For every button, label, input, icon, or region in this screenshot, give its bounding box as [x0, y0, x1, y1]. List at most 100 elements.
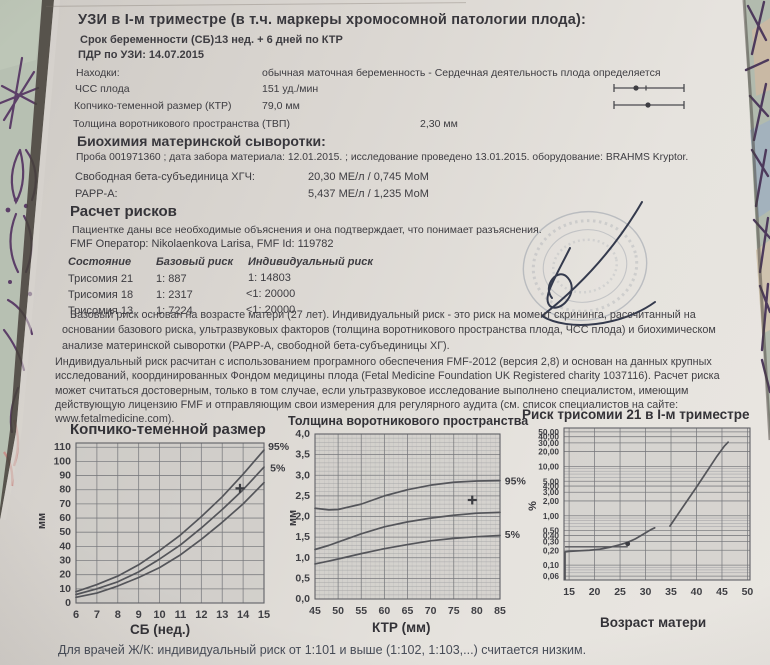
svg-text:5%: 5%	[505, 529, 521, 541]
svg-text:0,30: 0,30	[543, 537, 560, 547]
risks-title: Расчет рисков	[70, 203, 177, 220]
biochem-title: Биохимия материнской сыворотки:	[77, 133, 326, 149]
crl-range-indicator	[613, 101, 685, 109]
nt-chart-x-axis-label: КТР (мм)	[372, 620, 431, 635]
t21-chart-title: Риск трисомии 21 в I-м триместре	[522, 407, 750, 422]
table-row-t13-individual: <1: 20000	[246, 304, 296, 316]
svg-text:8: 8	[115, 609, 121, 621]
svg-text:7: 7	[94, 609, 100, 621]
svg-text:0: 0	[65, 597, 71, 609]
svg-text:14: 14	[237, 609, 250, 621]
svg-text:0,40: 0,40	[543, 530, 560, 540]
crl-chart-title: Копчико-теменной размер	[70, 421, 266, 438]
svg-text:80: 80	[59, 484, 71, 496]
svg-text:15: 15	[563, 586, 575, 598]
svg-text:2,00: 2,00	[543, 496, 560, 506]
edd-line: ПДР по УЗИ: 14.07.2015	[78, 49, 204, 61]
svg-text:6: 6	[73, 609, 79, 621]
svg-text:65: 65	[402, 605, 414, 617]
nt-label: Толщина воротникового пространства (ТВП)	[73, 118, 290, 130]
papp-a-label: PAPP-A:	[75, 188, 118, 200]
consent-line: Пациентке даны все необходимые объяснени…	[72, 224, 542, 236]
table-row-t18-condition: Трисомия 18	[68, 289, 134, 301]
table-row-t18-individual: <1: 20000	[246, 288, 296, 300]
svg-text:30: 30	[640, 586, 652, 598]
crl-value: 79,0 мм	[262, 100, 300, 112]
background-fabric-right	[742, 0, 770, 441]
svg-text:10: 10	[153, 609, 165, 621]
findings-value: обычная маточная беременность - Сердечна…	[262, 67, 661, 79]
svg-text:9: 9	[136, 609, 142, 621]
svg-text:3,5: 3,5	[295, 449, 310, 461]
svg-text:90: 90	[59, 470, 71, 482]
svg-text:0,50: 0,50	[543, 526, 560, 536]
svg-text:2,5: 2,5	[295, 490, 310, 502]
svg-text:0,5: 0,5	[295, 572, 310, 584]
svg-text:10,00: 10,00	[538, 461, 559, 471]
svg-text:20: 20	[59, 569, 71, 581]
svg-text:70: 70	[59, 498, 71, 510]
nt-value: 2,30 мм	[420, 118, 458, 130]
svg-text:50: 50	[59, 526, 71, 538]
svg-text:10: 10	[59, 583, 71, 595]
svg-text:2,0: 2,0	[295, 511, 310, 523]
svg-text:70: 70	[425, 605, 437, 617]
svg-text:35: 35	[665, 586, 677, 598]
svg-text:55: 55	[355, 605, 367, 617]
svg-text:45: 45	[309, 605, 321, 617]
fhr-label: ЧСС плода	[75, 83, 130, 95]
bhcg-label: Свободная бета-субъединица ХГЧ:	[75, 171, 255, 183]
nt-chart-title: Толщина воротникового пространства	[288, 414, 529, 428]
nt-chart-y-axis-label: мм	[287, 509, 300, 527]
nt-chart: 0,0 0,5 1,0 1,5 2,0 2,5 3,0 3,5 4,0 45 50 55 60 65 70 7…	[295, 428, 526, 617]
report-title: УЗИ в I-м триместре (в т.ч. маркеры хром…	[78, 12, 587, 28]
svg-text:4,00: 4,00	[543, 481, 560, 491]
svg-text:30: 30	[59, 555, 71, 567]
svg-text:13: 13	[216, 609, 228, 621]
svg-text:20: 20	[589, 586, 601, 598]
crl-chart: 0 10 20 30 40 50 60 70 80 90 100 110 6 7 8 9 10 11 12 13 14 1…	[53, 441, 289, 621]
svg-text:50: 50	[742, 586, 754, 598]
svg-text:5,00: 5,00	[543, 476, 560, 486]
signature-icon	[541, 201, 656, 326]
crl-chart-y-axis-label: мм	[36, 512, 49, 530]
svg-text:1,00: 1,00	[543, 511, 560, 521]
table-row-t18-background: 1: 2317	[156, 289, 193, 301]
bhcg-value: 20,30 МЕ/л / 0,745 МоМ	[308, 171, 429, 183]
svg-text:95%: 95%	[505, 475, 527, 487]
risk-col-background: Базовый риск	[156, 256, 234, 268]
sheet-edge-line	[46, 2, 466, 7]
gestation-value: 13 нед. + 6 дней по КТР	[216, 34, 343, 46]
svg-text:80: 80	[471, 605, 483, 617]
svg-text:110: 110	[54, 441, 71, 453]
svg-text:3,0: 3,0	[295, 469, 310, 481]
svg-text:3,00: 3,00	[543, 487, 560, 497]
papp-a-value: 5,437 МЕ/л / 1,235 МоМ	[308, 188, 429, 200]
svg-text:25: 25	[614, 586, 626, 598]
t21-chart-y-axis-label: %	[526, 501, 539, 511]
svg-text:0,0: 0,0	[295, 593, 310, 605]
svg-text:40: 40	[691, 586, 703, 598]
svg-text:5%: 5%	[270, 462, 286, 474]
svg-text:40,00: 40,00	[538, 432, 559, 442]
svg-text:0,06: 0,06	[543, 571, 560, 581]
svg-text:15: 15	[258, 609, 270, 621]
svg-text:0,20: 0,20	[543, 545, 560, 555]
svg-text:60: 60	[379, 605, 391, 617]
svg-text:30,00: 30,00	[538, 438, 559, 448]
risk-col-condition: Состояние	[68, 256, 132, 268]
svg-text:100: 100	[53, 455, 71, 467]
gestation-label: Срок беременности (СБ):	[80, 34, 218, 46]
svg-text:60: 60	[59, 512, 71, 524]
table-row-t13-background: 1: 7224	[156, 305, 193, 317]
svg-text:0,10: 0,10	[543, 560, 560, 570]
svg-text:50: 50	[332, 605, 344, 617]
svg-text:1,5: 1,5	[295, 531, 310, 543]
svg-text:50,00: 50,00	[538, 427, 559, 437]
footer-note: Для врачей Ж/К: индивидуальный риск от 1…	[58, 643, 587, 657]
paragraph-fmf: Индивидуальный риск расчитан с использов…	[55, 356, 720, 426]
svg-text:20,00: 20,00	[538, 447, 559, 457]
fmf-operator-line: FMF Оператор: Nikolaenkova Larisa, FMF I…	[70, 238, 334, 250]
